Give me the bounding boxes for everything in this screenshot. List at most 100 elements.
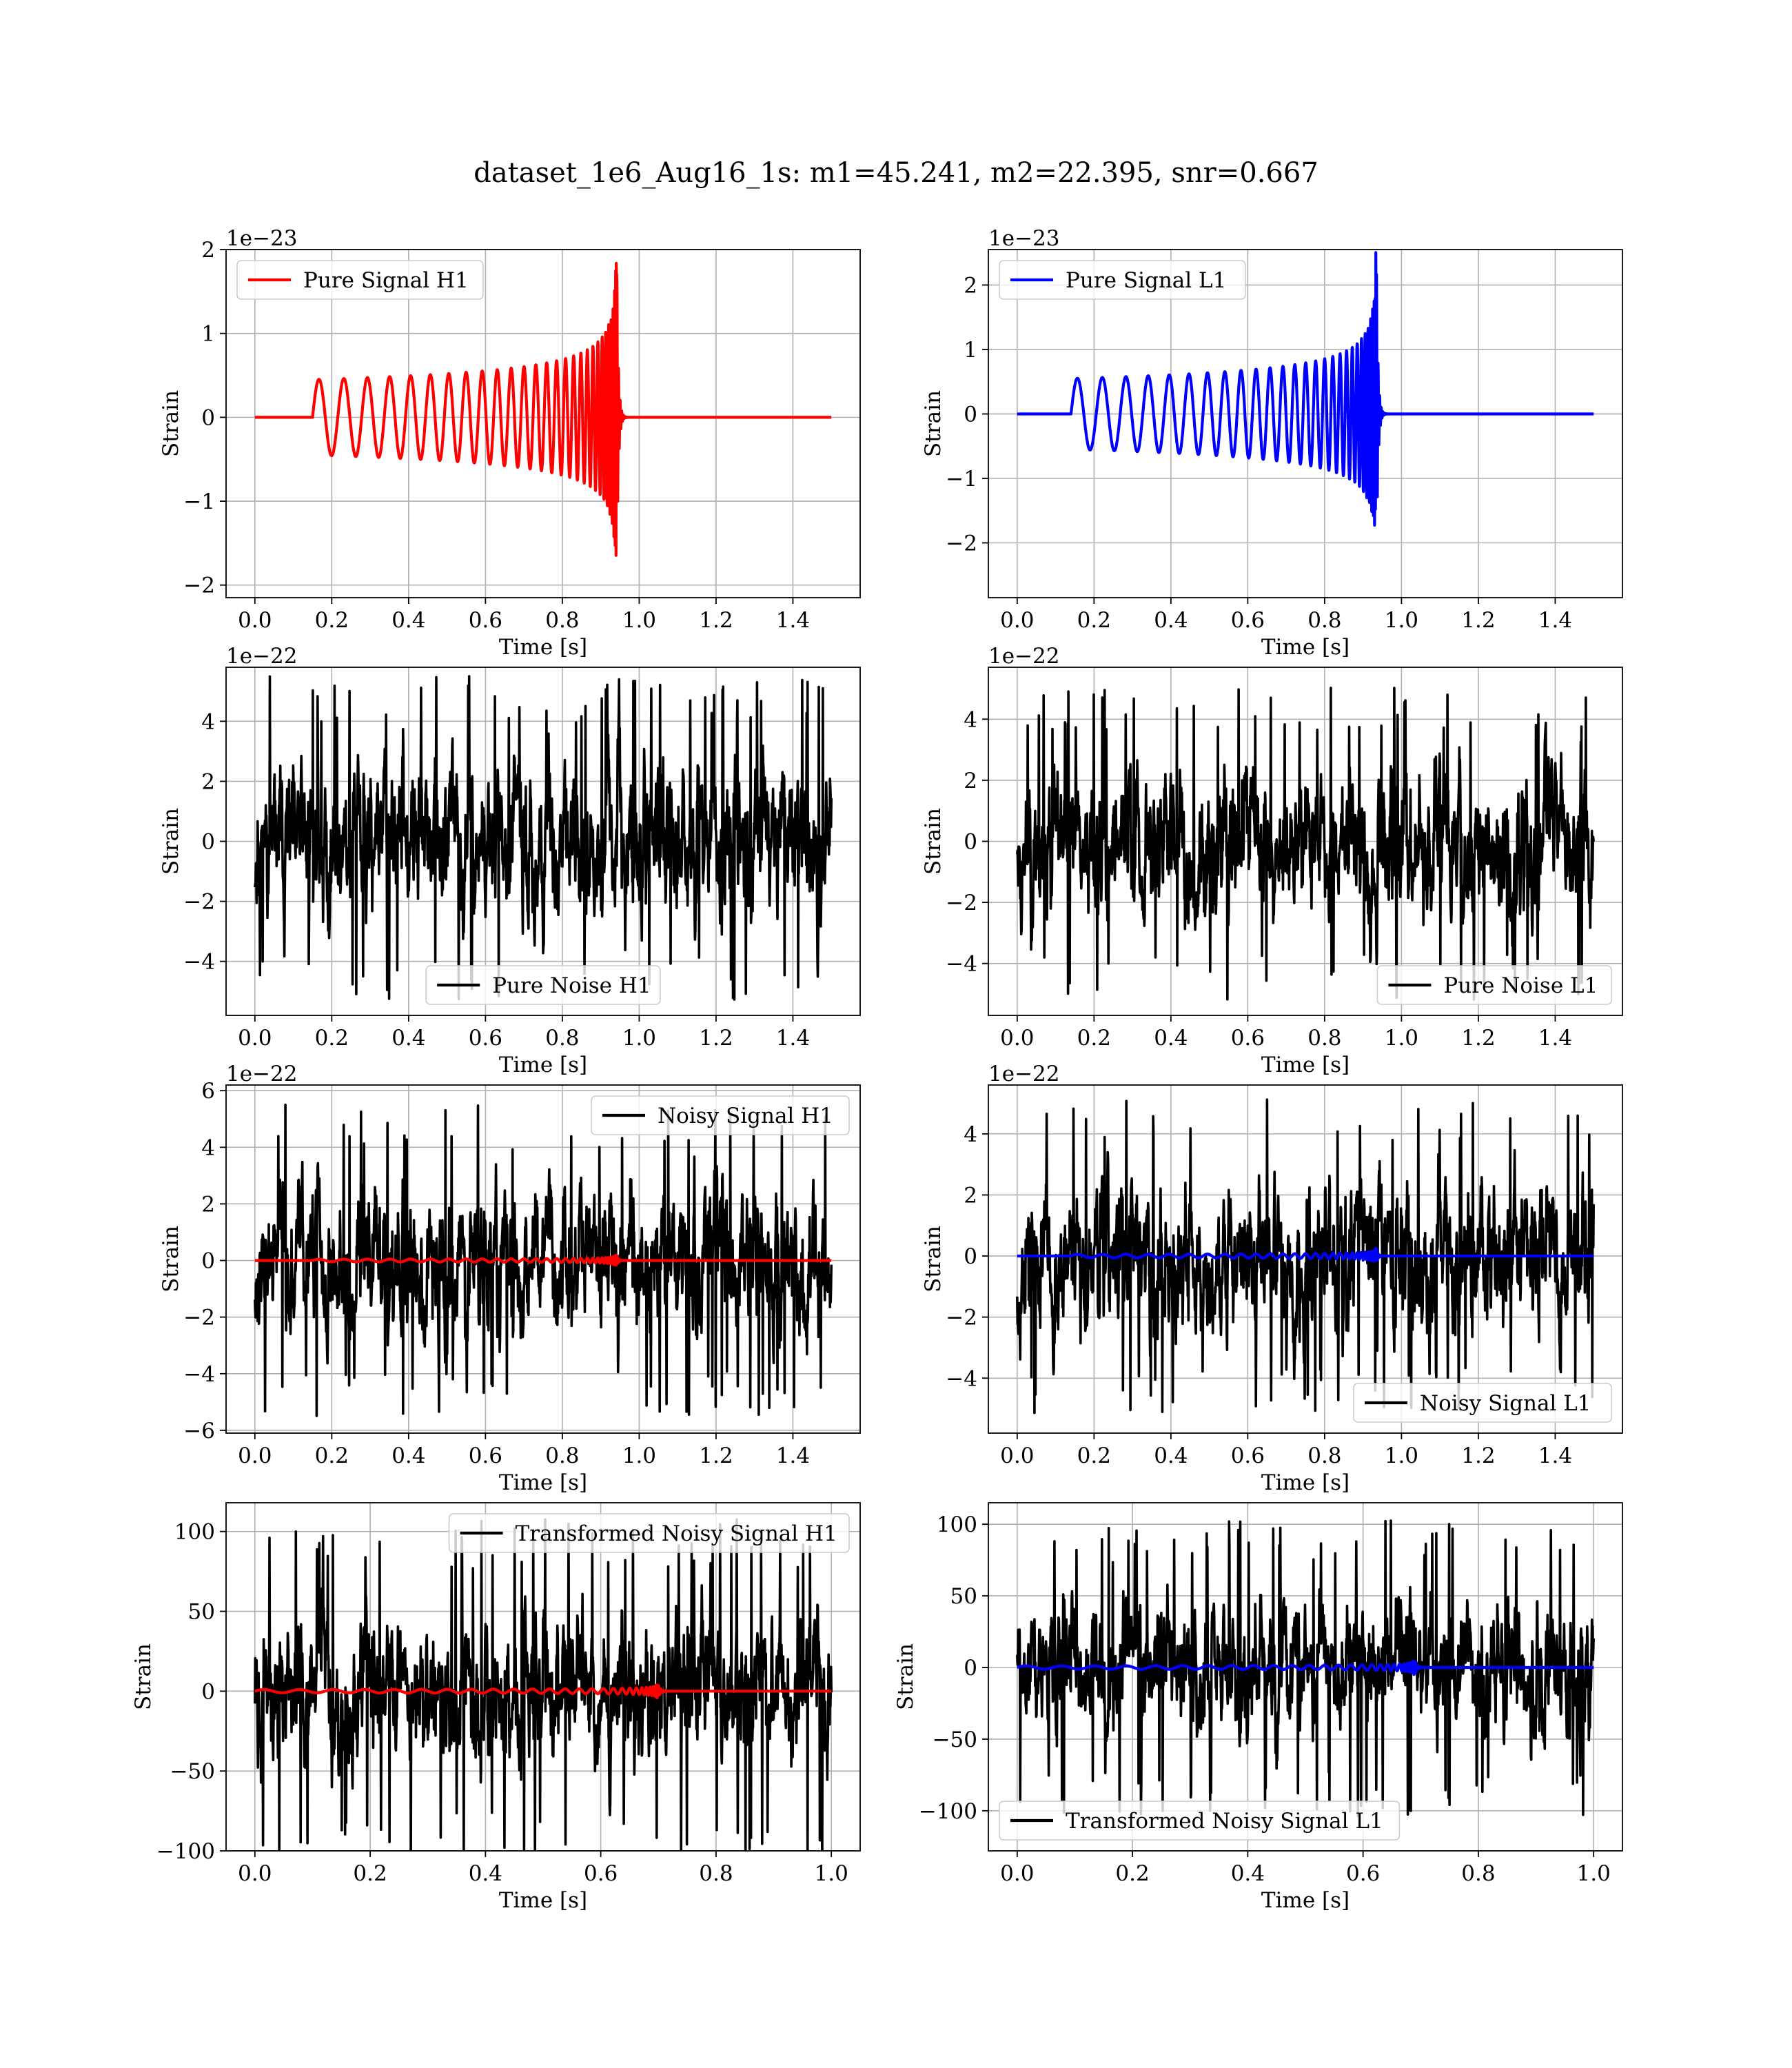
y-axis-label: Strain <box>159 390 183 457</box>
y-tick-label: 2 <box>964 1183 977 1208</box>
x-tick-label: 0.2 <box>353 1861 387 1886</box>
noise-series-line <box>1016 1098 1595 1415</box>
subplot-l1-pure-signal: 0.0 0.2 0.4 0.6 0.8 1.0 1.2 1.4 −2 −1 0 1 2 1e−23 Time… <box>921 226 1623 660</box>
plot-area <box>254 1518 833 1851</box>
y-tick-label: 4 <box>964 1122 977 1147</box>
noise-series-line <box>1016 687 1595 1001</box>
legend: Pure Noise H1 <box>425 965 661 1005</box>
noise-series-line <box>1016 1519 1595 1818</box>
x-tick-label: 1.4 <box>1538 1026 1572 1051</box>
x-tick-label: 1.0 <box>1385 1026 1418 1051</box>
y-tick-label: −4 <box>946 1366 977 1391</box>
x-tick-label: 0.4 <box>469 1861 502 1886</box>
plot-area <box>1016 1519 1595 1818</box>
y-tick-label: −2 <box>183 574 215 598</box>
subplot-l1-transformed-noisy-signal: 0.0 0.2 0.4 0.6 0.8 1.0 −100 −50 0 50 100 Time [s] S… <box>893 1502 1623 1913</box>
y-tick-label: 50 <box>188 1600 215 1625</box>
x-tick-label: 1.0 <box>1577 1861 1611 1886</box>
legend-label: Pure Noise L1 <box>1443 973 1598 998</box>
x-tick-label: 0.8 <box>699 1861 733 1886</box>
y-tick-label: 0 <box>201 830 215 855</box>
x-tick-label: 0.6 <box>1231 608 1265 633</box>
y-tick-label: 0 <box>964 1656 977 1681</box>
legend: Transformed Noisy Signal H1 <box>448 1513 850 1553</box>
x-tick-label: 0.8 <box>545 608 579 633</box>
signal-series-line <box>254 1683 833 1700</box>
x-tick-label: 0.4 <box>391 608 425 633</box>
x-tick-label: 0.4 <box>1154 608 1188 633</box>
axes-frame <box>225 249 861 598</box>
legend-box <box>425 965 661 1005</box>
legend-box <box>448 1513 850 1553</box>
noise-series-line <box>254 675 833 1001</box>
legend-box <box>999 260 1246 300</box>
x-axis-label: Time [s] <box>1261 1888 1350 1913</box>
x-tick-label: 0.0 <box>1000 1026 1034 1051</box>
y-axis-label: Strain <box>921 1226 946 1292</box>
x-tick-label: 1.2 <box>1461 1026 1495 1051</box>
x-tick-label: 0.6 <box>1346 1861 1380 1886</box>
x-tick-label: 1.4 <box>776 608 810 633</box>
axes-frame <box>988 1084 1623 1434</box>
y-tick-label: −1 <box>183 489 215 514</box>
y-tick-label: 0 <box>964 1244 977 1269</box>
legend-label: Pure Signal L1 <box>1066 268 1226 293</box>
x-tick-label: 0.0 <box>238 1861 272 1886</box>
signal-series-line <box>254 1253 833 1267</box>
x-tick-label: 1.0 <box>1385 608 1418 633</box>
x-tick-label: 0.6 <box>584 1861 618 1886</box>
subplot-h1-noisy-signal: 0.0 0.2 0.4 0.6 0.8 1.0 1.2 1.4 −6 −4 −2 0 2 4 6 1e−22 T… <box>159 1062 861 1495</box>
y-tick-label: −50 <box>170 1759 215 1784</box>
y-tick-label: 2 <box>964 273 977 298</box>
x-tick-label: 0.4 <box>1154 1443 1188 1468</box>
y-tick-label: 4 <box>201 709 215 734</box>
x-tick-label: 1.4 <box>1538 1443 1572 1468</box>
x-tick-label: 0.8 <box>1307 608 1341 633</box>
x-axis-label: Time [s] <box>499 1470 587 1495</box>
y-tick-label: 0 <box>201 405 215 430</box>
x-tick-label: 0.4 <box>391 1443 425 1468</box>
legend-box <box>1353 1383 1612 1423</box>
axes-frame <box>225 1502 861 1852</box>
plot-area <box>1016 1098 1595 1415</box>
axes-frame <box>988 1502 1623 1852</box>
subplot-l1-noisy-signal: 0.0 0.2 0.4 0.6 0.8 1.0 1.2 1.4 −4 −2 0 2 4 1e−22 Time… <box>921 1062 1623 1495</box>
subplot-h1-pure-signal: 0.0 0.2 0.4 0.6 0.8 1.0 1.2 1.4 −2 −1 0 1 2 1e−23 Time… <box>159 226 861 660</box>
y-tick-label: 0 <box>201 1679 215 1704</box>
y-tick-label: −6 <box>183 1419 215 1443</box>
x-tick-label: 0.2 <box>1077 1026 1111 1051</box>
y-tick-label: 4 <box>201 1135 215 1160</box>
x-tick-label: 0.0 <box>238 1443 272 1468</box>
y-axis-label: Strain <box>921 808 946 875</box>
x-tick-label: 1.2 <box>1461 1443 1495 1468</box>
subplot-h1-pure-noise: 0.0 0.2 0.4 0.6 0.8 1.0 1.2 1.4 −4 −2 0 2 4 1e−22 Time… <box>159 644 861 1077</box>
legend-label: Transformed Noisy Signal L1 <box>1066 1809 1383 1834</box>
subplot-l1-pure-noise: 0.0 0.2 0.4 0.6 0.8 1.0 1.2 1.4 −4 −2 0 2 4 1e−22 Time… <box>921 644 1623 1077</box>
x-axis-label: Time [s] <box>499 1888 587 1913</box>
y-offset-text: 1e−22 <box>988 644 1060 669</box>
x-tick-label: 0.2 <box>315 608 349 633</box>
x-tick-label: 0.0 <box>1000 1443 1034 1468</box>
x-tick-label: 1.2 <box>699 608 733 633</box>
y-tick-label: 1 <box>201 322 215 347</box>
y-tick-label: 100 <box>937 1512 977 1537</box>
legend: Noisy Signal H1 <box>591 1095 850 1135</box>
y-tick-label: 1 <box>964 338 977 363</box>
x-tick-label: 0.2 <box>315 1443 349 1468</box>
axes-frame <box>225 1084 861 1434</box>
y-tick-label: −2 <box>946 1306 977 1330</box>
x-tick-label: 0.8 <box>1307 1443 1341 1468</box>
y-tick-label: 6 <box>201 1079 215 1104</box>
x-tick-label: 0.4 <box>1231 1861 1265 1886</box>
y-axis-label: Strain <box>131 1643 156 1710</box>
y-tick-label: −1 <box>946 467 977 491</box>
x-tick-label: 0.8 <box>1461 1861 1495 1886</box>
x-tick-label: 0.6 <box>1231 1026 1265 1051</box>
y-tick-label: −100 <box>919 1799 977 1824</box>
plot-area <box>1017 251 1595 527</box>
y-offset-text: 1e−22 <box>988 1062 1060 1086</box>
x-tick-label: 1.0 <box>1385 1443 1418 1468</box>
y-tick-label: −2 <box>946 531 977 556</box>
axes-frame <box>988 249 1623 598</box>
x-tick-label: 1.2 <box>699 1026 733 1051</box>
